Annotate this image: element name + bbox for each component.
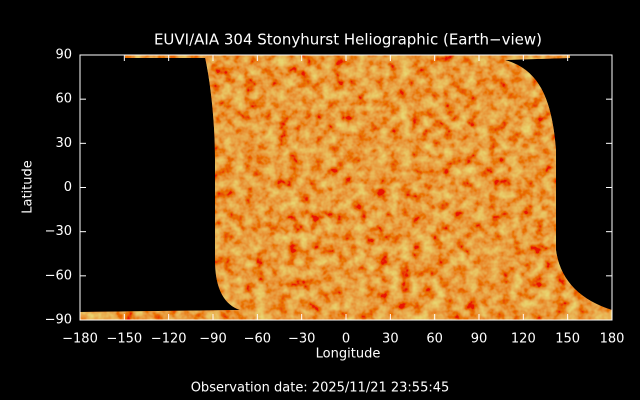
y-tick-label: 90 — [55, 48, 72, 63]
x-tick-label: −30 — [288, 332, 315, 347]
x-tick-label: −60 — [244, 332, 271, 347]
footer: Observation date: 2025/11/21 23:55:45 — [191, 381, 450, 396]
y-tick-label: 60 — [55, 92, 72, 107]
x-tick-label: 0 — [342, 332, 350, 347]
y-tick-label: 0 — [64, 180, 72, 195]
y-tick-label: −30 — [45, 224, 72, 239]
x-axis-label: Longitude — [316, 347, 381, 362]
x-tick-label: −150 — [106, 332, 142, 347]
y-axis-label: Latitude — [21, 160, 36, 214]
x-tick-label: 180 — [600, 332, 625, 347]
x-tick-label: 60 — [426, 332, 443, 347]
x-tick-label: −120 — [151, 332, 187, 347]
chart-title: EUVI/AIA 304 Stonyhurst Heliographic (Ea… — [154, 31, 542, 49]
x-tick-label: −180 — [62, 332, 98, 347]
y-tick-label: −60 — [45, 268, 72, 283]
y-tick-label: −90 — [45, 313, 72, 328]
x-tick-label: 120 — [511, 332, 536, 347]
x-tick-label: 30 — [382, 332, 399, 347]
x-tick-label: 150 — [555, 332, 580, 347]
x-tick-label: −90 — [199, 332, 226, 347]
y-tick-label: 30 — [55, 136, 72, 151]
x-tick-label: 90 — [471, 332, 488, 347]
